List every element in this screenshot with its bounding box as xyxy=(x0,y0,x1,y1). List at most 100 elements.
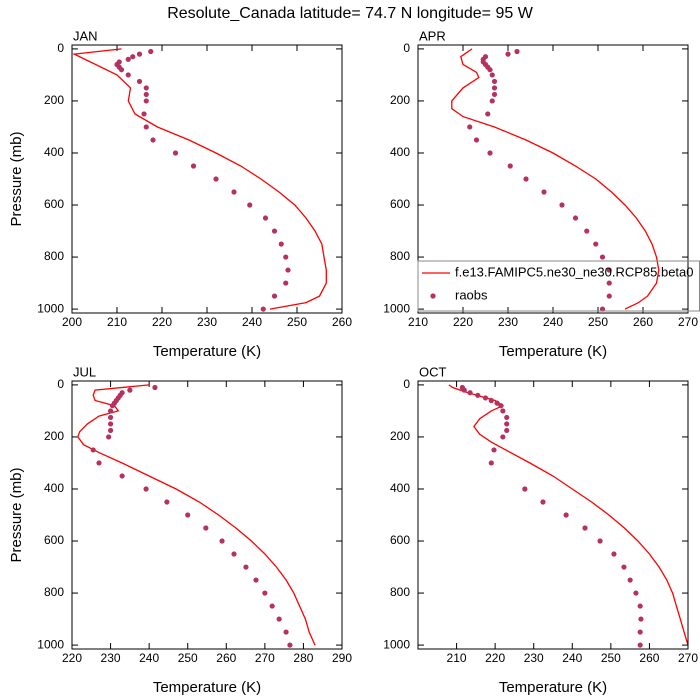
panel: 200 210 220 230 240 250 260 0 200 400 600 800 1000 JA… xyxy=(8,28,352,360)
obs-point xyxy=(185,512,191,518)
obs-point xyxy=(172,150,179,156)
obs-point xyxy=(491,447,497,453)
obs-point xyxy=(498,403,504,409)
legend-swatch xyxy=(430,293,436,299)
y-tick-label: 400 xyxy=(390,145,410,159)
y-tick-label: 800 xyxy=(390,249,410,263)
plot-area xyxy=(451,48,660,312)
plot-area xyxy=(448,384,688,648)
plot-frame xyxy=(417,44,689,314)
y-tick-label: 0 xyxy=(57,377,64,391)
y-axis-label: Pressure (mb) xyxy=(8,131,25,226)
obs-point xyxy=(262,590,268,596)
obs-point xyxy=(572,215,579,221)
obs-point xyxy=(190,163,197,169)
y-tick-label: 600 xyxy=(44,533,64,547)
obs-point xyxy=(106,434,112,440)
x-axis-label: Temperature (K) xyxy=(499,343,607,360)
x-tick-label: 220 xyxy=(453,315,473,329)
x-tick-label: 280 xyxy=(293,651,313,665)
obs-point xyxy=(276,616,282,622)
obs-point xyxy=(621,564,627,570)
x-tick-label: 210 xyxy=(107,315,127,329)
obs-point xyxy=(107,414,114,421)
plot-frame xyxy=(71,44,343,314)
obs-point xyxy=(107,408,114,414)
obs-point xyxy=(107,421,114,427)
obs-point xyxy=(219,538,225,544)
y-tick-label: 1000 xyxy=(383,637,410,651)
obs-point xyxy=(271,293,278,299)
x-tick-label: 250 xyxy=(287,315,307,329)
obs-point xyxy=(475,392,481,398)
obs-point xyxy=(489,72,495,78)
obs-point xyxy=(599,254,606,260)
obs-point xyxy=(637,642,643,648)
y-tick-label: 0 xyxy=(57,41,64,55)
x-tick-label: 240 xyxy=(562,651,582,665)
obs-point xyxy=(141,111,147,117)
obs-point xyxy=(489,98,495,104)
x-tick-label: 210 xyxy=(408,315,428,329)
obs-point xyxy=(488,397,494,404)
obs-point xyxy=(485,111,491,117)
y-tick-label: 1000 xyxy=(383,301,410,315)
x-tick-label: 260 xyxy=(633,315,653,329)
obs-point xyxy=(278,241,284,247)
plot-area xyxy=(72,48,327,312)
y-axis-label: Pressure (mb) xyxy=(8,467,25,562)
x-axis-label: Temperature (K) xyxy=(153,679,261,696)
profile-line xyxy=(451,48,660,310)
legend-label: f.e13.FAMIPC5.ne30_ne30.RCP85.beta0 xyxy=(455,264,694,279)
x-tick-label: 200 xyxy=(62,315,82,329)
obs-point xyxy=(213,176,219,182)
y-tick-label: 0 xyxy=(403,377,410,391)
obs-point xyxy=(164,499,170,505)
obs-point xyxy=(638,616,644,622)
plot-frame xyxy=(71,380,343,650)
obs-point xyxy=(283,280,289,286)
obs-point xyxy=(584,228,590,234)
obs-point xyxy=(125,56,131,62)
obs-point xyxy=(262,215,269,221)
legend-label: raobs xyxy=(455,287,488,302)
y-tick-label: 600 xyxy=(390,197,410,211)
obs-point xyxy=(637,603,643,609)
obs-point xyxy=(143,85,149,91)
obs-point xyxy=(136,78,143,85)
y-tick-label: 800 xyxy=(44,585,64,599)
obs-point xyxy=(125,72,131,78)
obs-point xyxy=(599,306,606,312)
obs-point xyxy=(96,460,102,466)
x-tick-label: 220 xyxy=(62,651,82,665)
y-tick-label: 1000 xyxy=(37,637,64,651)
obs-point xyxy=(473,137,480,143)
obs-point xyxy=(231,189,237,195)
obs-point xyxy=(494,400,500,406)
x-tick-label: 230 xyxy=(197,315,217,329)
obs-point xyxy=(504,421,510,427)
obs-point xyxy=(467,124,473,130)
obs-point xyxy=(597,538,603,544)
x-tick-label: 220 xyxy=(485,651,505,665)
obs-point xyxy=(606,280,612,286)
obs-point xyxy=(90,447,96,453)
panel-label: JUL xyxy=(73,364,96,379)
x-tick-label: 260 xyxy=(332,315,352,329)
y-tick-label: 0 xyxy=(403,41,410,55)
obs-point xyxy=(271,228,278,234)
obs-point xyxy=(143,91,149,98)
x-tick-label: 260 xyxy=(639,651,659,665)
x-tick-label: 230 xyxy=(524,651,544,665)
obs-point xyxy=(523,176,529,182)
y-tick-label: 200 xyxy=(390,429,410,443)
obs-point xyxy=(285,267,291,273)
obs-point xyxy=(633,590,639,596)
obs-point xyxy=(152,384,158,391)
obs-point xyxy=(243,564,249,570)
obs-point xyxy=(593,241,599,247)
obs-point xyxy=(461,387,467,393)
obs-point xyxy=(637,629,643,635)
obs-point xyxy=(283,254,289,260)
